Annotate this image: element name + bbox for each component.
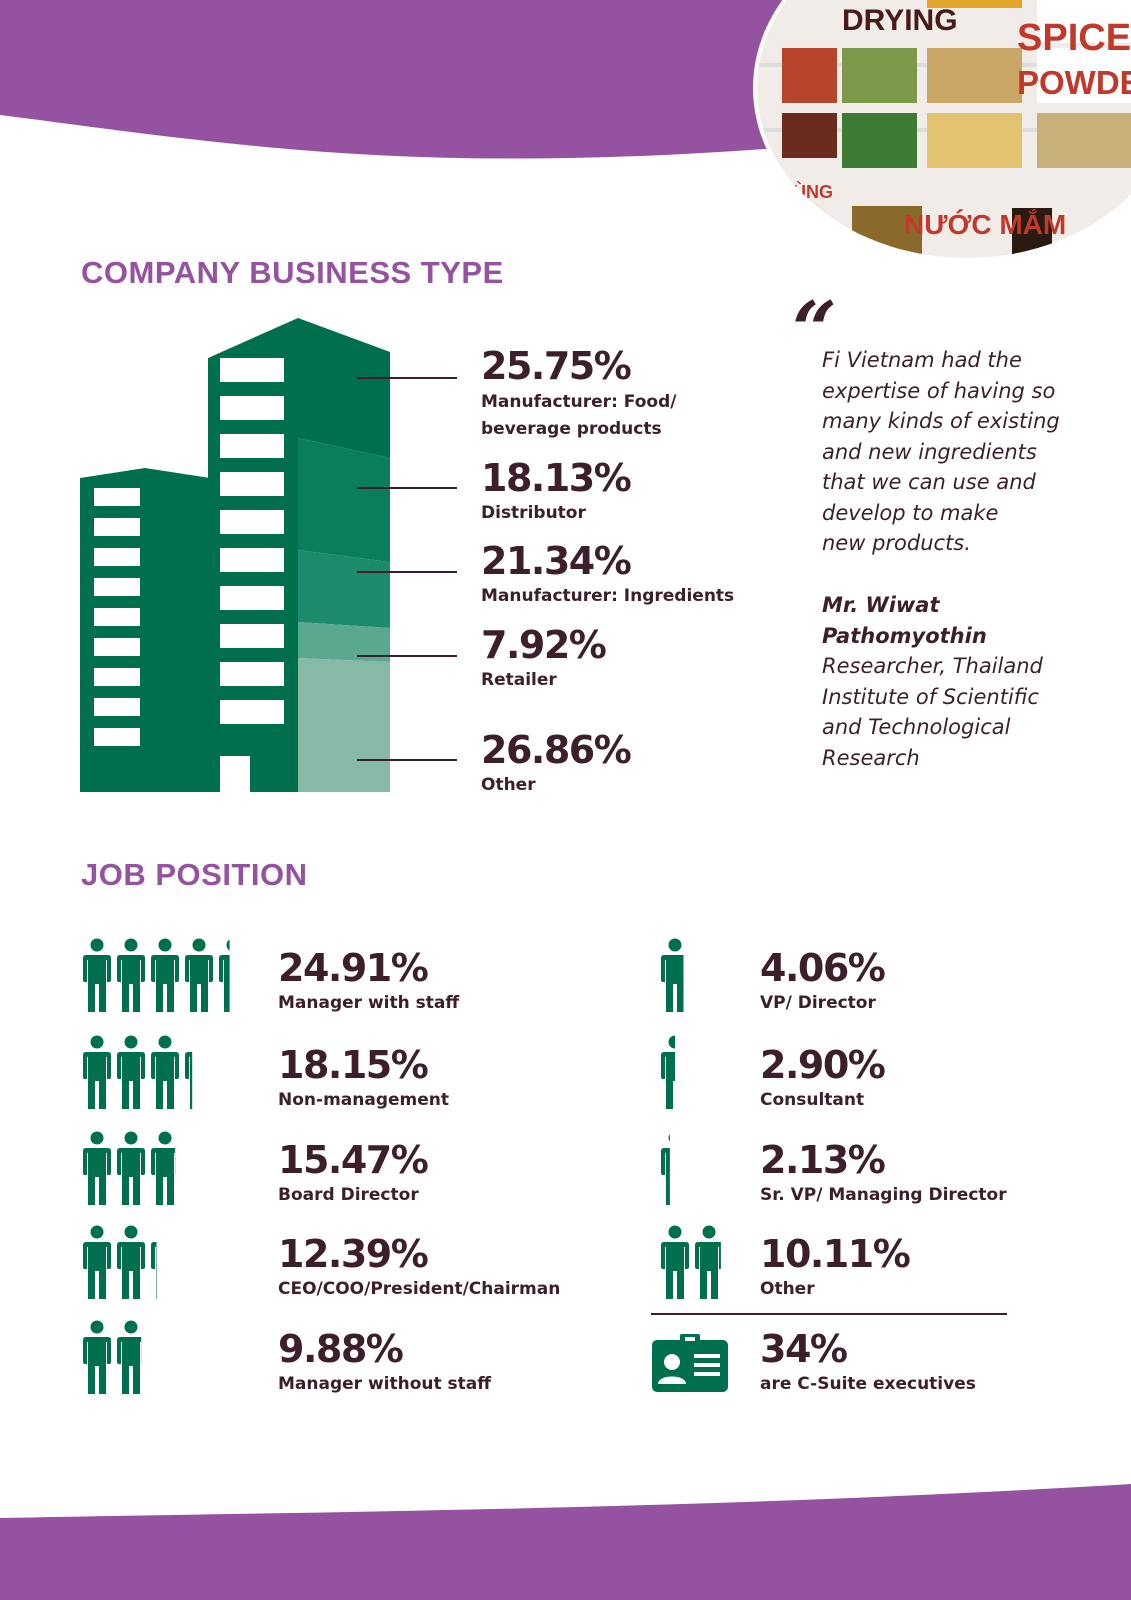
person-figure [151, 1131, 176, 1205]
quote-author-role: Researcher, Thailand Institute of Scient… [822, 654, 1043, 770]
business-label: Manufacturer: Ingredients [481, 586, 735, 606]
csuite-value: 34% [760, 1327, 848, 1371]
job-label: Other [760, 1279, 815, 1299]
business-label: Other [481, 775, 536, 795]
sign-spices: SPICES [1017, 17, 1131, 59]
person-figure [117, 1320, 142, 1394]
sign-nuoc-mam: NƯỚC MẮM [904, 209, 1066, 240]
quote-text: Fi Vietnam had the expertise of having s… [822, 348, 1060, 555]
person-figure [661, 1133, 670, 1205]
business-value: 25.75% [481, 344, 632, 388]
people-icon [83, 1035, 193, 1109]
business-value: 7.92% [481, 623, 607, 667]
job-value: 18.15% [278, 1043, 429, 1087]
job-value: 12.39% [278, 1232, 429, 1276]
person-icon [661, 938, 684, 1012]
job-value: 15.47% [278, 1138, 429, 1182]
job-value: 9.88% [278, 1327, 404, 1371]
quote-author: Mr. Wiwat Pathomyothin [822, 593, 987, 648]
buildings-illustration [80, 318, 390, 792]
job-label: VP/ Director [760, 993, 876, 1013]
person-figure [185, 938, 213, 1012]
id-card-icon [652, 1334, 728, 1392]
quote-mark-icon: “ [792, 285, 837, 376]
spices-photo: DRYING SPICES POWDER NƯỚC MẮM DÙNG [753, 0, 1131, 258]
person-figure [695, 1225, 721, 1299]
sign-drying: DRYING [842, 4, 958, 37]
job-value: 10.11% [760, 1232, 911, 1276]
job-label: CEO/COO/President/Chairman [278, 1279, 561, 1299]
leader-line [357, 377, 457, 379]
business-value: 21.34% [481, 539, 632, 583]
business-value: 18.13% [481, 456, 632, 500]
leader-line [357, 571, 457, 573]
summary-divider [651, 1313, 1007, 1315]
person-figure [219, 939, 230, 1012]
leader-line [357, 655, 457, 657]
people-icon [83, 1320, 142, 1394]
people-icon [83, 1225, 157, 1299]
person-figure [185, 1052, 193, 1109]
sign-powder: POWDER [1017, 64, 1131, 101]
business-label: Distributor [481, 503, 586, 523]
job-value: 2.90% [760, 1043, 886, 1087]
job-label: Manager without staff [278, 1374, 492, 1394]
business-label: beverage products [481, 419, 662, 439]
person-figure [661, 938, 684, 1012]
person-figure [661, 1035, 675, 1109]
leader-line [357, 759, 457, 761]
job-value: 4.06% [760, 946, 886, 990]
leader-line [357, 487, 457, 489]
bottom-banner [0, 1484, 1131, 1600]
business-label: Retailer [481, 670, 557, 690]
person-figure [83, 1035, 111, 1109]
person-figure [117, 1131, 145, 1205]
person-figure [661, 1225, 689, 1299]
job-label: Non-management [278, 1090, 449, 1110]
business-type-title: COMPANY BUSINESS TYPE [81, 255, 504, 290]
people-icon [83, 1131, 176, 1205]
business-label: Manufacturer: Food/ [481, 392, 677, 412]
person-figure [117, 1035, 145, 1109]
person-figure [83, 938, 111, 1012]
job-label: Sr. VP/ Managing Director [760, 1185, 1007, 1205]
people-icon [661, 1225, 721, 1299]
people-icon [83, 938, 230, 1012]
job-label: Consultant [760, 1090, 865, 1110]
job-value: 24.91% [278, 946, 429, 990]
person-figure [151, 938, 179, 1012]
job-label: Board Director [278, 1185, 419, 1205]
business-value: 26.86% [481, 728, 632, 772]
person-icon [661, 1035, 675, 1109]
person-figure [151, 1242, 157, 1299]
job-position-title: JOB POSITION [81, 857, 308, 892]
person-icon [661, 1133, 670, 1205]
job-label: Manager with staff [278, 993, 460, 1013]
person-figure [83, 1131, 111, 1205]
csuite-label: are C-Suite executives [760, 1374, 976, 1394]
person-figure [117, 938, 145, 1012]
person-figure [83, 1225, 111, 1299]
person-figure [83, 1320, 111, 1394]
person-figure [117, 1225, 145, 1299]
person-figure [151, 1035, 179, 1109]
job-value: 2.13% [760, 1138, 886, 1182]
